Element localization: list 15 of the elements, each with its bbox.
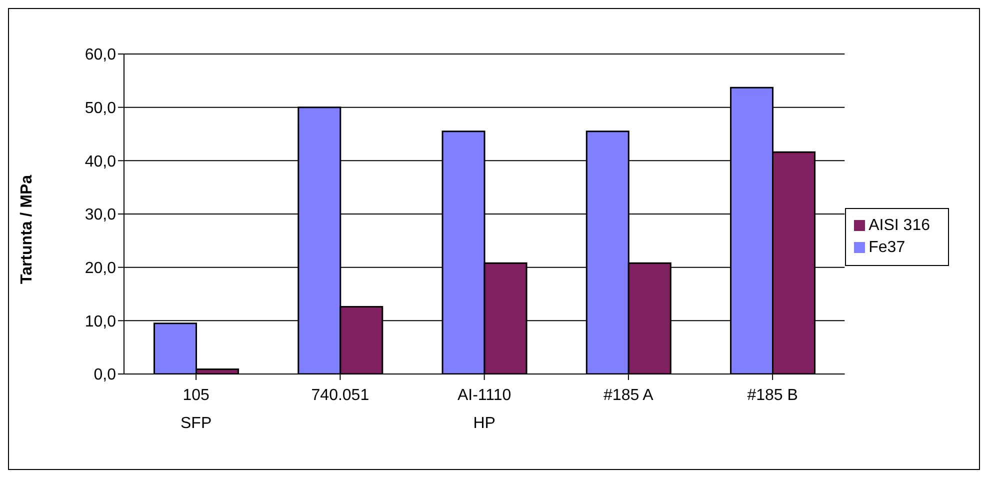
y-tick-label: 40,0 — [84, 153, 116, 170]
y-axis-title: Tartunta / MPa — [18, 174, 36, 284]
y-tick-label: 0,0 — [94, 366, 116, 384]
x-tick-label: AI-1110 HP — [457, 387, 512, 432]
legend-label: Fe37 — [868, 238, 906, 256]
x-tick-label: 740.051 — [311, 387, 370, 404]
y-tick-label: 10,0 — [84, 313, 116, 330]
y-tick-label: 50,0 — [84, 100, 116, 118]
y-tick-label: 30,0 — [84, 206, 116, 224]
y-tick-label: 60,0 — [84, 46, 116, 64]
x-tick-label: #185 B — [747, 387, 798, 404]
y-tick-label: 20,0 — [84, 260, 116, 278]
legend-label: AISI 316 — [868, 216, 930, 234]
x-tick-label: 105 SFP — [180, 387, 212, 432]
x-tick-label: #185 A — [604, 387, 654, 404]
